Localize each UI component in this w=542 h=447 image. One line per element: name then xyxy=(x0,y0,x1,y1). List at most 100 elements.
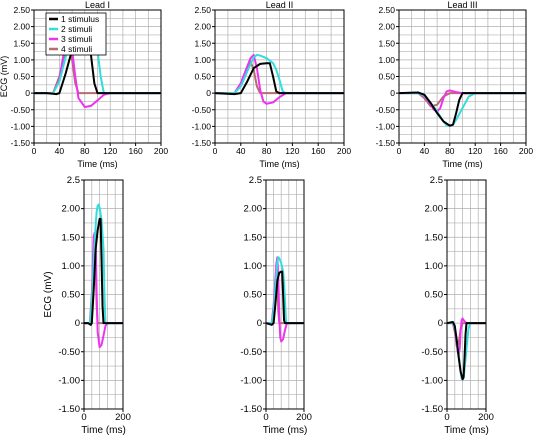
y-tick-label: -1.00 xyxy=(58,375,80,386)
y-tick-label: 0.50 xyxy=(194,72,211,82)
chart-panel-4: -1.50 -1.00 -0.50 0 0.50 1.00 1.50 2.00 2.5 0 200 T… xyxy=(43,175,131,436)
y-tick-label: 2.5 xyxy=(430,175,443,186)
series-line-1 xyxy=(399,91,526,127)
series-group xyxy=(399,89,526,127)
x-tick-label: 120 xyxy=(468,146,482,156)
y-tick-label: 0.50 xyxy=(425,290,444,301)
chart-panel-1: -1.50 -1.00 -0.50 0 0.50 1.00 1.50 2.00 2.50 0 40 8… xyxy=(0,0,168,169)
y-tick-label: 1.50 xyxy=(194,38,211,48)
x-axis-label: Time (ms) xyxy=(442,159,482,169)
y-tick-label: -1.00 xyxy=(11,121,31,131)
series-line-1 xyxy=(266,270,304,326)
series-line-2 xyxy=(266,256,304,325)
y-axis-label: ECG (mV) xyxy=(0,56,9,98)
series-group xyxy=(266,256,304,343)
series-group xyxy=(84,203,123,349)
y-tick-label: 0 xyxy=(390,88,395,98)
y-tick-label: 2.50 xyxy=(13,5,30,15)
y-tick-label: 0 xyxy=(206,88,211,98)
x-axis-label: Time (ms) xyxy=(444,425,489,436)
x-tick-label: 200 xyxy=(154,146,168,156)
x-axis-label: Time (ms) xyxy=(81,425,126,436)
y-tick-label: -0.50 xyxy=(421,347,443,358)
y-tick-label: 1.50 xyxy=(244,232,263,243)
x-tick-label: 200 xyxy=(519,146,533,156)
series-line-1 xyxy=(447,320,486,381)
x-tick-label: 40 xyxy=(236,146,246,156)
x-tick-label: 80 xyxy=(262,146,272,156)
y-tick-label: 2.00 xyxy=(62,204,81,215)
y-tick-label: -1.50 xyxy=(192,138,212,148)
y-tick-label: -1.00 xyxy=(376,121,396,131)
y-tick-label: -0.50 xyxy=(192,105,212,115)
y-tick-label: -0.50 xyxy=(11,105,31,115)
series-group xyxy=(215,53,344,105)
legend-entry: 2 stimuli xyxy=(61,24,92,34)
x-axis-label: Time (ms) xyxy=(259,159,299,169)
y-tick-label: -0.50 xyxy=(376,105,396,115)
x-tick-label: 80 xyxy=(445,146,455,156)
chart-panel-3: -1.50 -1.00 -0.50 0 0.50 1.00 1.50 2.00 2.50 0 40 8… xyxy=(376,0,534,169)
y-tick-label: 0 xyxy=(75,318,80,329)
series-line-2 xyxy=(84,203,123,325)
y-tick-label: 2.5 xyxy=(67,175,80,186)
x-tick-label: 200 xyxy=(478,412,494,423)
y-tick-label: -0.50 xyxy=(240,347,262,358)
chart-title: Lead II xyxy=(266,0,294,10)
y-tick-label: 2.5 xyxy=(249,175,262,186)
y-tick-label: -1.00 xyxy=(240,375,262,386)
chart-title: Lead III xyxy=(447,0,477,10)
y-tick-label: 2.00 xyxy=(425,204,444,215)
x-tick-label: 200 xyxy=(115,412,131,423)
legend-entry: 3 stimuli xyxy=(61,34,92,44)
x-tick-label: 200 xyxy=(337,146,351,156)
y-axis-label: ECG (mV) xyxy=(43,271,54,317)
x-tick-label: 0 xyxy=(81,412,86,423)
y-tick-label: 1.50 xyxy=(425,232,444,243)
y-tick-label: 2.00 xyxy=(244,204,263,215)
chart-title: Lead I xyxy=(85,0,110,10)
x-tick-label: 160 xyxy=(311,146,325,156)
series-group xyxy=(447,317,486,381)
y-tick-label: 1.50 xyxy=(13,38,30,48)
y-tick-label: -1.50 xyxy=(240,404,262,415)
x-tick-label: 0 xyxy=(213,146,218,156)
y-tick-label: 0 xyxy=(257,318,262,329)
legend-entry: 1 stimulus xyxy=(61,14,99,24)
x-tick-label: 0 xyxy=(444,412,449,423)
y-tick-label: 1.00 xyxy=(378,55,395,65)
y-tick-label: 1.00 xyxy=(425,261,444,272)
y-tick-label: 1.50 xyxy=(62,232,81,243)
x-tick-label: 0 xyxy=(32,146,37,156)
chart-panel-5: -1.50 -1.00 -0.50 0 0.50 1.00 1.50 2.00 2.5 0 200 T… xyxy=(240,175,312,436)
y-tick-label: 2.00 xyxy=(378,22,395,32)
y-tick-label: -1.00 xyxy=(192,121,212,131)
y-tick-label: 2.50 xyxy=(194,5,211,15)
x-tick-label: 0 xyxy=(263,412,268,423)
series-line-3 xyxy=(34,39,161,109)
x-tick-label: 200 xyxy=(296,412,312,423)
series-line-3 xyxy=(215,53,344,105)
y-tick-label: 1.00 xyxy=(194,55,211,65)
y-tick-label: 0.50 xyxy=(244,290,263,301)
x-axis-label: Time (ms) xyxy=(263,425,308,436)
x-tick-label: 40 xyxy=(420,146,430,156)
chart-panel-2: -1.50 -1.00 -0.50 0 0.50 1.00 1.50 2.00 2.50 0 40 8… xyxy=(192,0,352,169)
y-tick-label: 1.00 xyxy=(62,261,81,272)
x-axis-label: Time (ms) xyxy=(77,159,117,169)
y-tick-label: 2.00 xyxy=(194,22,211,32)
chart-panel-6: -1.50 -1.00 -0.50 0 0.50 1.00 1.50 2.00 2.5 0 200 T… xyxy=(421,175,494,436)
y-tick-label: -1.50 xyxy=(376,138,396,148)
y-tick-label: -0.50 xyxy=(58,347,80,358)
series-line-2 xyxy=(215,53,344,95)
y-tick-label: 1.00 xyxy=(244,261,263,272)
x-tick-label: 120 xyxy=(285,146,299,156)
x-tick-label: 160 xyxy=(129,146,143,156)
y-tick-label: 0.50 xyxy=(378,72,395,82)
x-tick-label: 160 xyxy=(494,146,508,156)
x-tick-label: 120 xyxy=(103,146,117,156)
x-tick-label: 0 xyxy=(397,146,402,156)
y-tick-label: -1.50 xyxy=(58,404,80,415)
